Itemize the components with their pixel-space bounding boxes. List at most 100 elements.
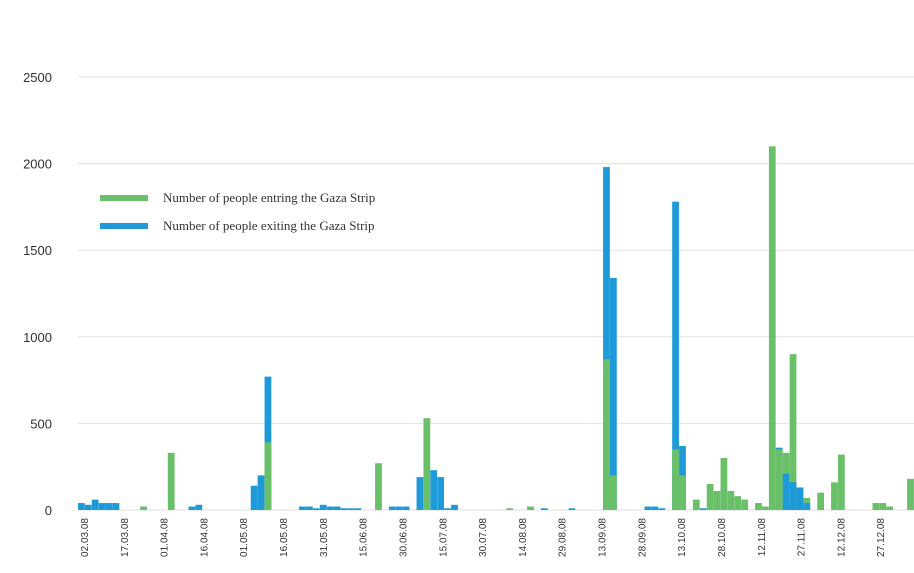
bar-exiting-76 [603, 167, 610, 510]
x-tick-label: 13.10.08 [677, 518, 688, 557]
bar-entering-98 [755, 503, 762, 510]
bar-entering-115 [872, 503, 880, 510]
bar-entering-77 [610, 475, 617, 510]
bar-entering-95 [734, 496, 742, 510]
bar-exiting-67 [540, 508, 548, 510]
y-tick-label: 500 [30, 416, 52, 431]
bar-entering-93 [720, 458, 728, 510]
bar-entering-110 [838, 454, 845, 510]
bar-entering-96 [741, 499, 749, 510]
x-tick-label: 30.07.08 [478, 518, 489, 557]
legend: Number of people entring the Gaza Strip … [100, 190, 375, 233]
x-tick-label: 13.09.08 [598, 518, 609, 557]
y-tick-label: 1000 [23, 330, 52, 345]
bar-entering-13 [167, 452, 175, 510]
bar-exiting-34 [312, 508, 320, 510]
bar-exiting-26 [257, 475, 265, 510]
bar-exiting-36 [326, 506, 334, 510]
x-tick-label: 31.05.08 [319, 518, 330, 557]
bar-entering-117 [886, 506, 894, 510]
bar-exiting-104 [796, 487, 804, 510]
bars [78, 146, 914, 510]
bar-entering-116 [879, 503, 887, 510]
bar-entering-87 [679, 475, 686, 510]
bar-exiting-71 [568, 508, 576, 510]
x-tick-label: 16.05.08 [279, 518, 290, 557]
x-tick-label: 16.04.08 [199, 518, 210, 557]
bar-exiting-3 [98, 503, 106, 510]
bar-entering-27 [264, 442, 272, 510]
bar-exiting-82 [644, 506, 652, 510]
bar-exiting-1 [84, 504, 92, 510]
bar-entering-89 [692, 499, 700, 510]
bar-entering-76 [603, 359, 610, 510]
bar-exiting-90 [699, 508, 707, 510]
legend-label-exiting: Number of people exiting the Gaza Strip [163, 218, 375, 233]
x-tick-label: 17.03.08 [120, 518, 131, 557]
x-tick-label: 14.08.08 [518, 518, 529, 557]
bar-exiting-84 [658, 508, 666, 510]
x-tick-label: 28.10.08 [717, 518, 728, 557]
bar-entering-62 [506, 508, 514, 510]
bar-entering-50 [423, 418, 431, 510]
bar-exiting-52 [437, 477, 445, 510]
bar-exiting-49 [416, 477, 424, 510]
x-axis-tick-labels: 02.03.08 17.03.08 01.04.08 16.04.08 01.05.08… [80, 518, 887, 557]
bar-exiting-47 [402, 506, 410, 510]
y-axis-tick-labels: 0 500 1000 1500 2000 2500 [23, 70, 52, 518]
x-tick-label: 27.11.08 [797, 518, 808, 557]
bar-exiting-5 [112, 503, 120, 510]
bar-exiting-102 [782, 473, 790, 510]
bar-exiting-51 [430, 470, 438, 510]
bar-exiting-45 [388, 506, 396, 510]
bar-exiting-16 [188, 506, 196, 510]
y-tick-label: 2000 [23, 157, 52, 172]
bar-exiting-0 [78, 503, 85, 510]
x-tick-label: 15.07.08 [438, 518, 449, 557]
bar-exiting-32 [299, 506, 306, 510]
bar-entering-101 [775, 449, 783, 510]
bar-exiting-103 [789, 482, 797, 510]
bar-exiting-40 [354, 508, 362, 510]
x-tick-label: 02.03.08 [80, 518, 91, 557]
bar-entering-103 [789, 354, 797, 510]
bar-exiting-46 [395, 506, 403, 510]
bar-exiting-83 [651, 506, 659, 510]
bar-entering-9 [140, 506, 147, 510]
bar-entering-120 [907, 478, 914, 510]
bar-entering-107 [817, 492, 825, 510]
bar-entering-43 [375, 463, 382, 510]
x-tick-label: 27.12.08 [876, 518, 887, 557]
legend-label-entering: Number of people entring the Gaza Strip [163, 190, 375, 205]
bar-exiting-38 [340, 508, 348, 510]
bar-entering-92 [713, 490, 721, 510]
bar-exiting-25 [250, 485, 258, 510]
x-tick-label: 15.06.08 [359, 518, 370, 557]
bar-entering-86 [672, 449, 679, 510]
bar-entering-65 [527, 506, 534, 510]
bar-exiting-37 [333, 506, 341, 510]
bar-exiting-86 [672, 201, 679, 510]
bar-entering-109 [831, 482, 838, 510]
bar-exiting-54 [451, 504, 458, 510]
bar-entering-94 [727, 490, 735, 510]
x-tick-label: 01.04.08 [160, 518, 171, 557]
bar-entering-99 [762, 506, 769, 510]
y-tick-label: 2500 [23, 70, 52, 85]
x-tick-label: 01.05.08 [239, 518, 250, 557]
x-tick-label: 29.08.08 [558, 518, 569, 557]
x-tick-label: 28.09.08 [637, 518, 648, 557]
bar-exiting-35 [319, 504, 327, 510]
bar-exiting-4 [105, 503, 113, 510]
y-tick-label: 0 [45, 503, 52, 518]
x-tick-label: 12.11.08 [757, 518, 768, 557]
bar-exiting-2 [91, 499, 99, 510]
bar-exiting-17 [195, 504, 203, 510]
bar-exiting-77 [610, 277, 617, 510]
y-tick-label: 1500 [23, 243, 52, 258]
bar-entering-100 [768, 146, 776, 510]
x-tick-label: 12.12.08 [836, 518, 847, 557]
bar-exiting-39 [347, 508, 355, 510]
x-tick-label: 30.06.08 [399, 518, 410, 557]
